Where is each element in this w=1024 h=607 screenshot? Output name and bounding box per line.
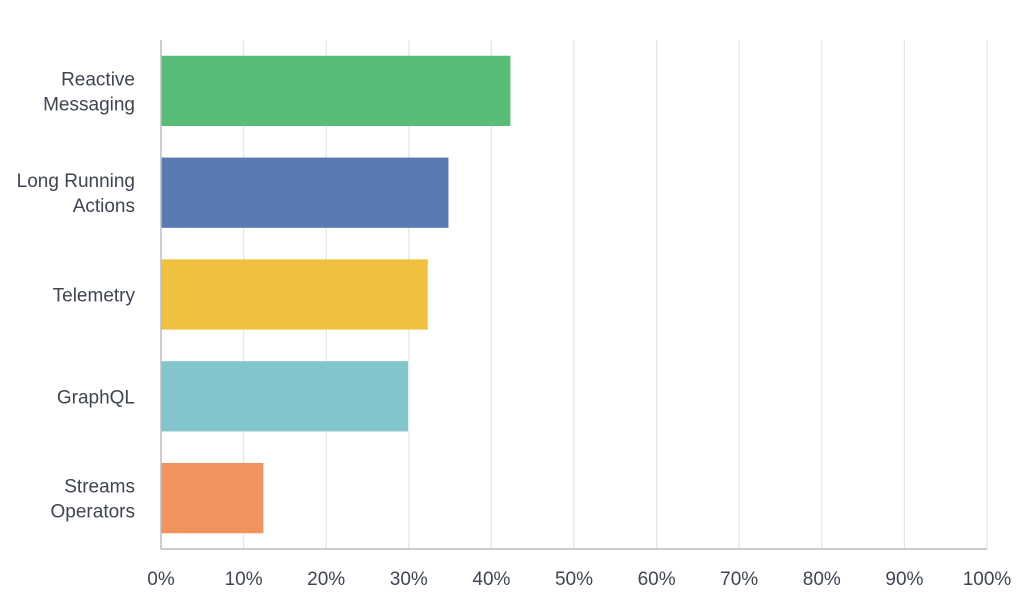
x-tick-label: 90% <box>885 569 923 590</box>
x-tick-label: 0% <box>147 569 175 590</box>
x-tick-label: 60% <box>638 569 676 590</box>
bar <box>161 259 428 330</box>
category-label: Actions <box>73 196 135 217</box>
category-label: Telemetry <box>53 286 136 307</box>
x-tick-label: 30% <box>390 569 428 590</box>
category-label: Operators <box>51 502 135 523</box>
category-label: GraphQL <box>57 387 135 408</box>
category-label: Streams <box>64 477 135 498</box>
x-tick-label: 10% <box>225 569 263 590</box>
axes <box>160 40 987 550</box>
category-labels: Reactive Messaging Long Running Actions Tele… <box>17 69 136 522</box>
bar <box>161 55 511 127</box>
x-tick-labels: 0% 10% 20% 30% 40% 50% 60% 70% 80% 90% 100% <box>147 569 1011 590</box>
category-label: Messaging <box>43 94 135 115</box>
x-tick-label: 100% <box>963 569 1012 590</box>
bar <box>161 157 449 228</box>
bar <box>161 361 408 432</box>
x-tick-label: 50% <box>555 569 593 590</box>
x-tick-label: 40% <box>472 569 510 590</box>
bar <box>161 462 264 534</box>
x-tick-label: 20% <box>307 569 345 590</box>
x-tick-label: 80% <box>803 569 841 590</box>
category-label: Reactive <box>61 69 135 90</box>
bars <box>161 55 511 534</box>
x-tick-label: 70% <box>720 569 758 590</box>
category-label: Long Running <box>17 171 135 192</box>
